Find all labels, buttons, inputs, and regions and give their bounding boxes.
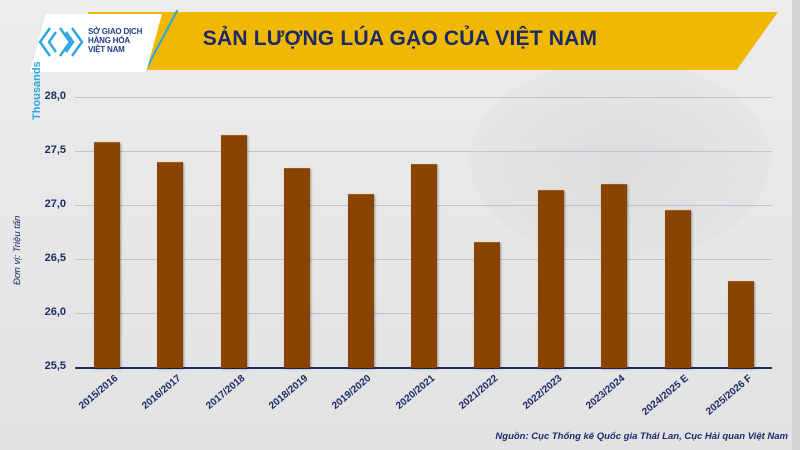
y-tick-label: 25,5 [44,360,66,372]
logo-card [30,14,162,72]
source-note: Nguồn: Cục Thống kê Quốc gia Thái Lan, C… [495,431,788,442]
gridline [75,151,772,152]
y-tick-label: 27,5 [44,144,66,156]
bar-2015-2016 [94,142,120,368]
bar-2024-2025-E [664,210,691,368]
bar-2018-2019 [284,168,311,368]
bar-2021-2022 [474,241,501,368]
y-tick-label: 27,0 [44,198,66,210]
y-tick-label: 26,0 [44,306,66,318]
bar-2023-2024 [601,184,628,368]
y-axis-unit-label: Đơn vị: Triệu tấn [12,215,23,285]
bar-2016-2017 [157,161,184,368]
chart-title: SẢN LƯỢNG LÚA GẠO CỦA VIỆT NAM [202,27,598,50]
bar-2020-2021 [411,163,437,368]
y-tick-label: 26,5 [44,252,66,264]
exchange-logo-icon [38,27,84,57]
logo-text: SỞ GIAO DỊCH HÀNG HÓA VIỆT NAM [88,27,142,54]
bar-2019-2020 [347,194,374,368]
frame-edge [792,0,800,450]
y-tick-label: 28,0 [44,90,66,102]
x-axis-line [75,367,772,369]
bar-2017-2018 [220,134,247,368]
bar-2022-2023 [537,189,564,368]
bar-2025-2026-F [728,280,754,368]
logo-line-2: HÀNG HÓA [88,36,130,45]
logo-line-3: VIỆT NAM [88,45,125,54]
logo-line-1: SỞ GIAO DỊCH [88,27,143,36]
title-banner [88,12,778,70]
gridline [75,97,772,98]
